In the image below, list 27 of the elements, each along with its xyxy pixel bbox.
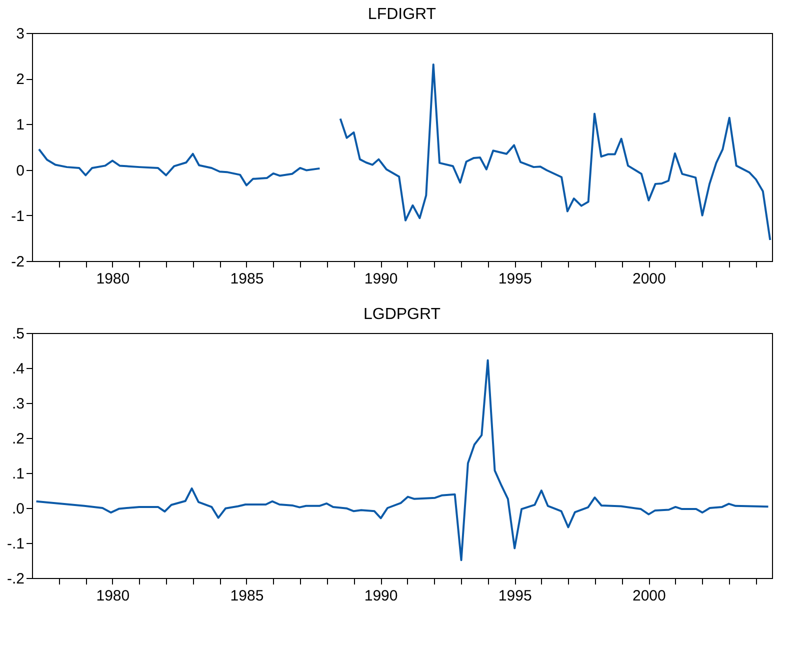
y-tick-label: .4	[12, 360, 24, 378]
y-tick-label: .5	[12, 326, 24, 342]
chart-title: LFDIGRT	[368, 6, 436, 23]
x-tick-label: 2000	[632, 270, 666, 288]
y-tick-label: 0	[16, 162, 24, 180]
y-tick-label: 3	[16, 26, 24, 42]
x-tick-label: 1985	[230, 588, 264, 604]
chart-title: LGDPGRT	[363, 306, 441, 323]
x-tick-label: 2000	[632, 588, 666, 604]
x-tick-label: 1990	[364, 270, 398, 288]
x-tick-label: 1980	[96, 588, 130, 604]
x-tick-label: 1985	[230, 270, 264, 288]
y-tick-label: 1	[16, 116, 24, 134]
x-tick-label: 1980	[96, 270, 130, 288]
x-tick-label: 1995	[498, 270, 532, 288]
y-tick-label: -1	[11, 208, 24, 225]
y-tick-label: .1	[12, 466, 24, 482]
x-tick-label: 1995	[498, 588, 532, 604]
y-tick-label: 2	[16, 71, 24, 88]
y-tick-label: .2	[12, 430, 24, 448]
y-tick-label: .3	[12, 396, 24, 412]
y-tick-label: -.2	[6, 570, 24, 588]
y-tick-label: .0	[12, 500, 24, 518]
x-tick-label: 1990	[364, 588, 398, 604]
line-series	[35, 359, 770, 562]
y-tick-label: -2	[11, 254, 24, 270]
y-tick-label: -.1	[6, 536, 24, 552]
